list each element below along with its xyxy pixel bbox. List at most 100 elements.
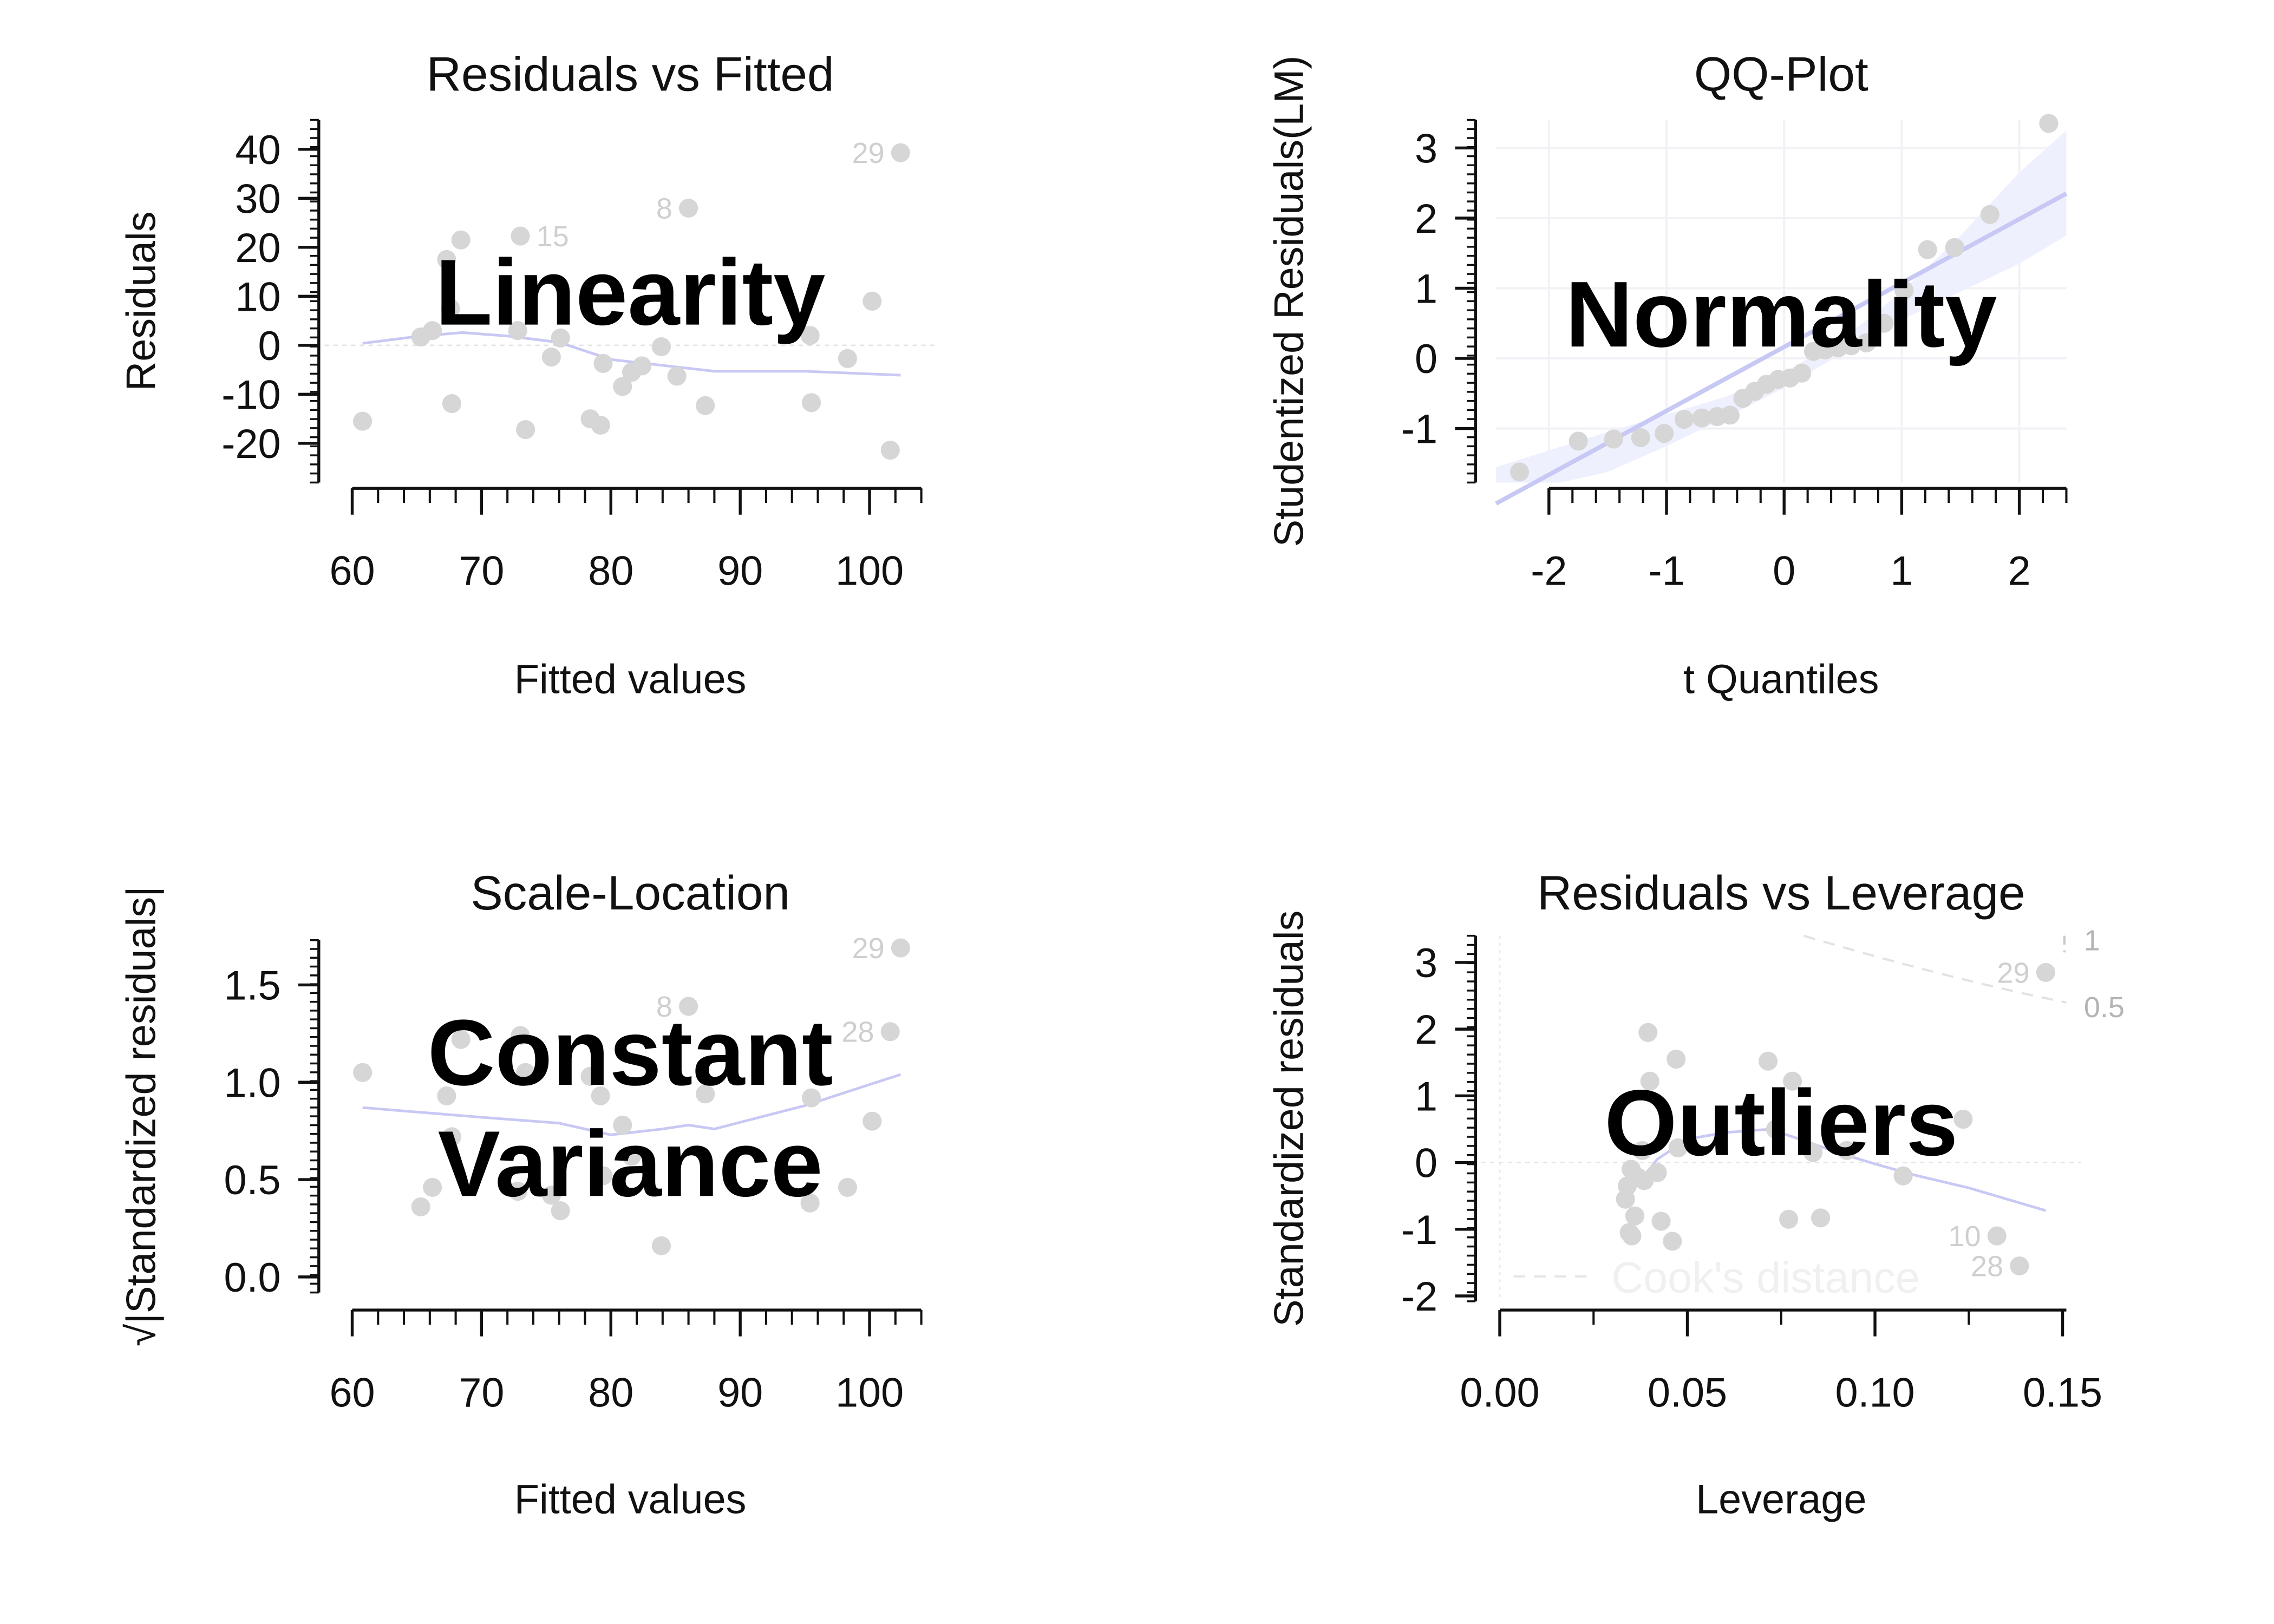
data-point — [667, 366, 687, 386]
data-point — [1893, 1166, 1913, 1186]
x-tick-label: 90 — [717, 548, 763, 594]
point-label: 8 — [656, 192, 672, 225]
y-tick-label: -20 — [221, 422, 280, 467]
point-label: 29 — [852, 932, 885, 965]
x-tick-label: 80 — [588, 1370, 633, 1416]
data-point — [1953, 1109, 1973, 1129]
data-point — [1622, 1226, 1642, 1246]
data-point — [423, 321, 442, 340]
x-tick-label: -1 — [1648, 548, 1684, 594]
data-point — [593, 1166, 613, 1186]
x-axis-label: Fitted values — [514, 1477, 747, 1522]
data-point — [696, 1084, 715, 1104]
data-point — [1841, 336, 1861, 356]
data-point — [423, 1177, 442, 1197]
x-tick-label: 60 — [329, 1370, 375, 1416]
data-point — [1510, 462, 1530, 482]
data-point — [622, 1147, 642, 1166]
data-point — [2010, 1256, 2029, 1276]
data-point — [1803, 1143, 1823, 1162]
y-tick-label: 1 — [1415, 266, 1437, 312]
data-point — [1668, 1138, 1688, 1158]
data-point — [353, 1063, 373, 1082]
data-point — [1663, 1232, 1682, 1251]
data-point — [696, 396, 715, 415]
data-point — [1945, 238, 1964, 257]
data-point — [1675, 410, 1694, 429]
data-point — [551, 1201, 570, 1221]
y-tick-label: -1 — [1401, 1208, 1437, 1253]
y-tick-label: 0.0 — [224, 1255, 280, 1301]
data-point — [1980, 205, 1999, 224]
data-point — [1604, 429, 1623, 449]
point-label: 28 — [1971, 1250, 2003, 1282]
data-point — [651, 337, 671, 357]
y-tick-label: 1.0 — [224, 1060, 280, 1106]
smooth-line — [362, 1073, 901, 1136]
data-point — [1837, 1141, 1857, 1160]
x-tick-label: 1 — [1890, 548, 1913, 594]
data-point — [441, 299, 460, 318]
data-point — [1783, 1071, 1802, 1091]
panel-2: -1 0 1 2 3 -2 -1 0 1 2 QQ-Plot t Quantiles Studentiz… — [1267, 47, 2068, 702]
data-point — [1874, 313, 1894, 333]
data-point — [880, 441, 900, 460]
data-point — [353, 411, 373, 431]
y-tick-label: 0 — [1415, 337, 1437, 382]
panel-3: 8 28 29 0.0 0.5 1.0 1.5 60 70 80 90 100 Scale-Locati… — [119, 866, 923, 1522]
y-tick-label: 1.5 — [224, 963, 280, 1009]
data-point — [516, 420, 535, 440]
data-point — [838, 1177, 857, 1197]
x-tick-label: 100 — [835, 1370, 904, 1416]
data-point — [862, 1111, 882, 1131]
data-point — [591, 1086, 610, 1105]
smooth-line — [1624, 1128, 2047, 1212]
chart-title: Scale-Location — [471, 866, 790, 920]
data-point — [1625, 1206, 1645, 1226]
data-point — [838, 349, 857, 368]
data-point — [508, 321, 527, 340]
overlay-label: Constant Variance — [428, 1000, 833, 1216]
data-point — [508, 1182, 527, 1201]
data-point — [591, 415, 610, 435]
x-tick-label: 70 — [459, 548, 504, 594]
y-tick-label: 0 — [258, 324, 281, 369]
data-point — [891, 143, 910, 162]
data-point — [1569, 431, 1588, 451]
data-point — [862, 291, 882, 311]
x-tick-label: 80 — [588, 548, 633, 594]
data-point — [880, 1022, 900, 1042]
data-point — [679, 198, 698, 218]
x-tick-label: 0 — [1773, 548, 1795, 594]
data-point — [593, 353, 613, 373]
x-tick-label: 0.15 — [2023, 1370, 2102, 1416]
y-tick-label: -2 — [1401, 1274, 1437, 1320]
y-tick-label: 2 — [1415, 1007, 1437, 1053]
data-point — [2039, 114, 2059, 133]
data-point — [613, 1115, 632, 1135]
point-label: 28 — [841, 1016, 874, 1049]
x-axis-label: Fitted values — [514, 657, 747, 702]
data-point — [1857, 333, 1876, 353]
data-point — [1720, 405, 1740, 425]
legend-label: Cook's distance — [1611, 1254, 1919, 1302]
x-tick-label: 70 — [459, 1370, 504, 1416]
data-point — [2036, 962, 2055, 982]
data-point — [800, 326, 820, 345]
data-point — [1792, 363, 1812, 383]
cooks-distance-curve — [1803, 934, 2067, 1004]
point-label: 8 — [656, 991, 672, 1023]
data-point — [437, 1086, 456, 1105]
data-point — [451, 1030, 471, 1049]
data-point — [411, 1197, 430, 1216]
y-tick-label: 40 — [235, 128, 280, 173]
data-point — [800, 1193, 820, 1213]
data-point — [1632, 1141, 1652, 1160]
x-tick-label: 60 — [329, 548, 375, 594]
overlay-label: Outliers — [1604, 1071, 1958, 1175]
data-point — [679, 997, 698, 1016]
y-tick-label: 1 — [1415, 1074, 1437, 1119]
data-point — [632, 356, 652, 376]
